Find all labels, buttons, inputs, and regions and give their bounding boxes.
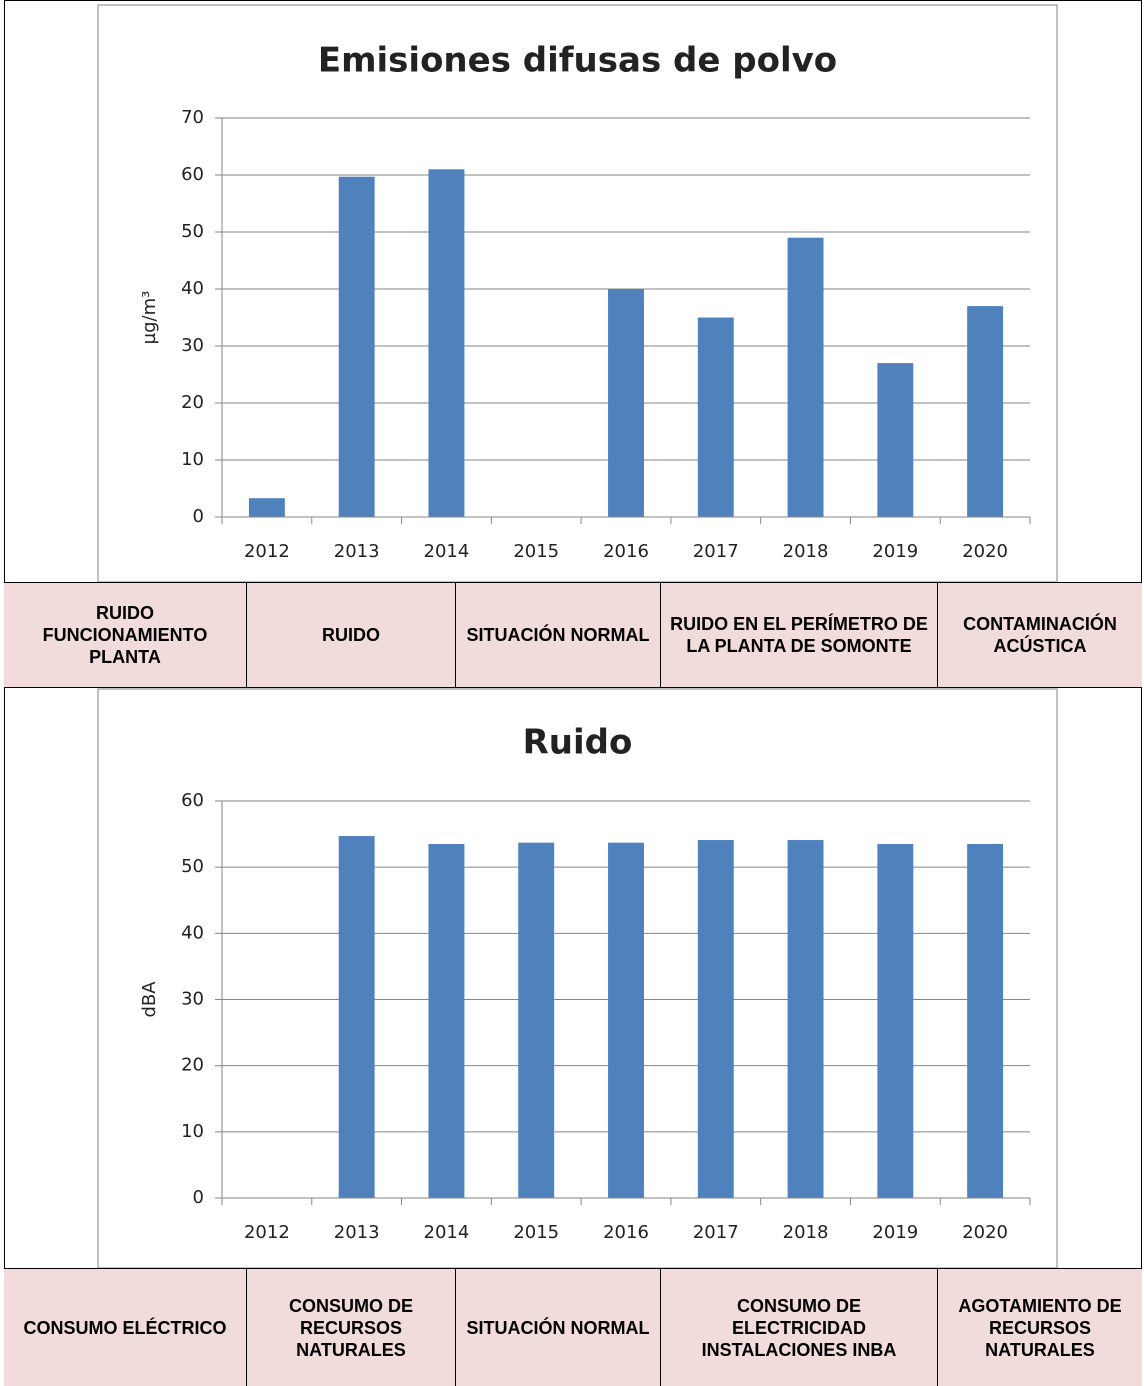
table-cell: RUIDO xyxy=(247,583,456,687)
table-cell: CONSUMO ELÉCTRICO xyxy=(4,1269,247,1386)
table-cell: AGOTAMIENTO DE RECURSOS NATURALES xyxy=(938,1269,1142,1386)
table-cell: SITUACIÓN NORMAL xyxy=(456,1269,661,1386)
y-tick-label: 40 xyxy=(181,278,204,299)
bar xyxy=(608,842,644,1198)
y-tick-label: 60 xyxy=(181,164,204,185)
x-tick-label: 2014 xyxy=(424,1222,470,1243)
y-axis-label: µg/m³ xyxy=(139,291,160,345)
x-tick-label: 2019 xyxy=(872,1222,918,1243)
bar xyxy=(697,840,734,1198)
y-tick-label: 20 xyxy=(181,392,204,413)
bar xyxy=(248,498,285,517)
y-tick-label: 40 xyxy=(181,922,204,943)
y-axis-label: dBA xyxy=(139,981,160,1018)
table-row: RUIDO FUNCIONAMIENTO PLANTA RUIDO SITUACIÓ… xyxy=(4,582,1142,688)
bar xyxy=(428,169,465,518)
bar xyxy=(787,237,824,517)
x-tick-label: 2015 xyxy=(513,541,559,562)
table-cell: CONTAMINACIÓN ACÚSTICA xyxy=(938,583,1142,687)
x-tick-label: 2013 xyxy=(334,541,380,562)
y-tick-label: 50 xyxy=(181,221,204,242)
table-cell: CONSUMO DE RECURSOS NATURALES xyxy=(247,1269,456,1386)
bar xyxy=(608,289,644,517)
x-tick-label: 2015 xyxy=(513,1222,559,1243)
x-tick-label: 2017 xyxy=(693,1222,739,1243)
chart-title: Emisiones difusas de polvo xyxy=(318,41,837,81)
y-tick-label: 30 xyxy=(181,335,204,356)
x-tick-label: 2012 xyxy=(244,541,290,562)
bar xyxy=(967,306,1004,517)
y-tick-label: 0 xyxy=(193,1187,204,1208)
x-tick-label: 2016 xyxy=(603,541,649,562)
x-tick-label: 2018 xyxy=(783,1222,829,1243)
bar xyxy=(518,842,555,1198)
table-cell: RUIDO EN EL PERÍMETRO DE LA PLANTA DE SO… xyxy=(661,583,938,687)
bar xyxy=(877,363,914,517)
bar xyxy=(697,317,734,517)
chart-cell xyxy=(4,0,1142,583)
x-tick-label: 2018 xyxy=(783,541,829,562)
bar xyxy=(338,176,375,517)
table-cell: SITUACIÓN NORMAL xyxy=(456,583,661,687)
chart-cell xyxy=(4,687,1142,1269)
x-tick-label: 2012 xyxy=(244,1222,290,1243)
bar xyxy=(428,844,465,1198)
y-tick-label: 60 xyxy=(181,790,204,811)
x-tick-label: 2017 xyxy=(693,541,739,562)
x-tick-label: 2019 xyxy=(872,541,918,562)
x-tick-label: 2016 xyxy=(603,1222,649,1243)
y-tick-label: 10 xyxy=(181,449,204,470)
y-tick-label: 20 xyxy=(181,1055,204,1076)
y-tick-label: 50 xyxy=(181,856,204,877)
table-cell: RUIDO FUNCIONAMIENTO PLANTA xyxy=(4,583,247,687)
y-tick-label: 0 xyxy=(193,506,204,527)
y-tick-label: 30 xyxy=(181,989,204,1010)
bar xyxy=(877,844,914,1198)
bar xyxy=(967,844,1004,1198)
x-tick-label: 2014 xyxy=(424,541,470,562)
x-tick-label: 2020 xyxy=(962,541,1008,562)
bar xyxy=(787,840,824,1198)
x-tick-label: 2020 xyxy=(962,1222,1008,1243)
y-tick-label: 70 xyxy=(181,107,204,128)
table-row: CONSUMO ELÉCTRICO CONSUMO DE RECURSOS NAT… xyxy=(4,1268,1142,1386)
chart-title: Ruido xyxy=(523,723,633,763)
bar xyxy=(338,836,375,1198)
table-cell: CONSUMO DE ELECTRICIDAD INSTALACIONES IN… xyxy=(661,1269,938,1386)
y-tick-label: 10 xyxy=(181,1121,204,1142)
x-tick-label: 2013 xyxy=(334,1222,380,1243)
